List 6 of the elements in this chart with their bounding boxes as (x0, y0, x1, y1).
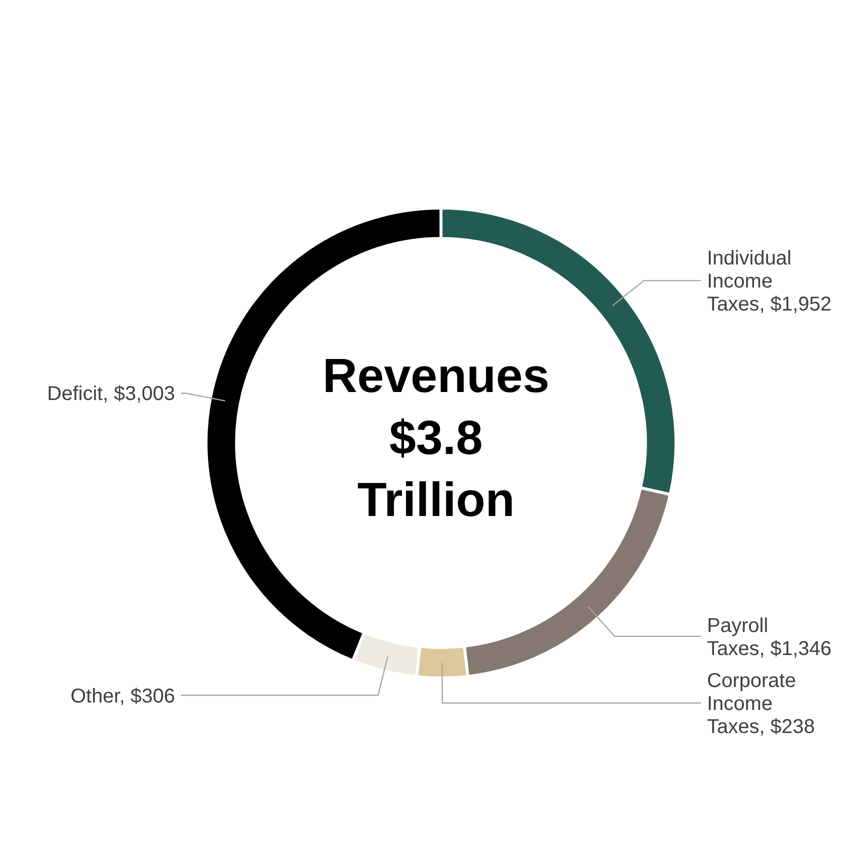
slice-label: Payroll Taxes, $1,346 (707, 614, 832, 660)
slice-label: Deficit, $3,003 (47, 383, 175, 406)
slice-label: Individual Income Taxes, $1,952 (707, 248, 832, 316)
slice-label: Other, $306 (70, 685, 175, 708)
text: Revenues $3.8 Trillion (322, 350, 550, 527)
slice-label: Corporate Income Taxes, $238 (707, 670, 815, 738)
